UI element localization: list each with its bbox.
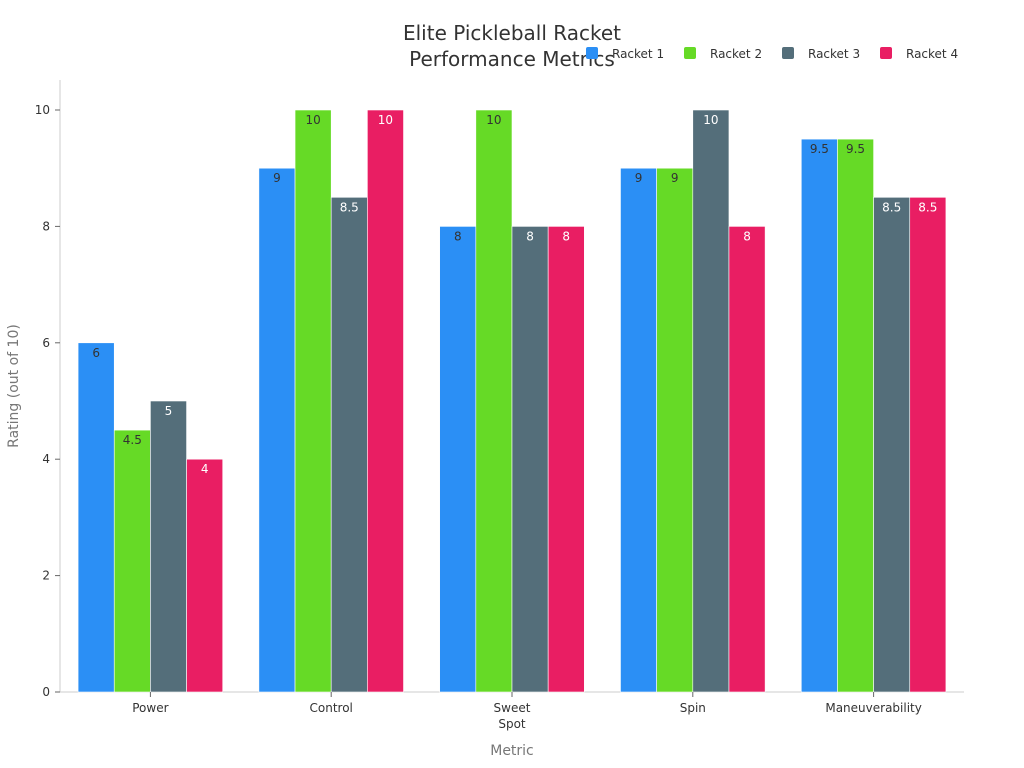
- bar-racket-3: [873, 197, 911, 693]
- bar-racket-3: [692, 109, 730, 693]
- legend-label: Racket 3: [808, 47, 860, 61]
- bar-value-label: 9: [273, 171, 281, 185]
- y-tick-label: 8: [42, 219, 50, 233]
- legend-label: Racket 2: [710, 47, 762, 61]
- legend: Racket 1 Racket 2 Racket 3 Racket 4: [586, 47, 958, 61]
- legend-swatch: [684, 47, 696, 59]
- bar-value-label: 10: [378, 113, 393, 127]
- bar-racket-2: [656, 167, 694, 693]
- bar-value-label: 9.5: [846, 142, 865, 156]
- y-tick-label: 2: [42, 569, 50, 583]
- bar-racket-3: [150, 400, 187, 693]
- y-tick-label: 4: [42, 452, 50, 466]
- bar-racket-4: [186, 458, 224, 693]
- x-tick-label: Sweet: [494, 701, 531, 715]
- bar-racket-4: [547, 226, 585, 693]
- x-tick-label: Spot: [498, 717, 526, 731]
- legend-label: Racket 4: [906, 47, 958, 61]
- legend-swatch: [880, 47, 892, 59]
- bar-value-label: 8: [562, 229, 570, 243]
- bar-value-label: 4: [201, 462, 209, 476]
- legend-swatch: [782, 47, 794, 59]
- bar-racket-1: [620, 167, 657, 693]
- bar-racket-3: [330, 197, 368, 693]
- x-tick-label: Power: [132, 701, 168, 715]
- bar-racket-2: [113, 429, 151, 693]
- bar-racket-4: [367, 109, 404, 693]
- bar-value-label: 9: [671, 171, 679, 185]
- bar-racket-1: [800, 138, 838, 693]
- bar-racket-4: [909, 197, 947, 693]
- bar-value-label: 8.5: [340, 200, 359, 214]
- y-tick-label: 0: [42, 685, 50, 699]
- x-axis-title: Metric: [490, 743, 534, 759]
- chart-title-line-2: Performance Metrics: [409, 47, 615, 71]
- bar-labels: 6 4.5 5 4 9 10 8.5 10 8 10 8 8 9 9 10 8 9.5 9.5 8.5 8.5: [92, 113, 937, 476]
- bar-racket-1: [439, 226, 477, 693]
- bar-value-label: 10: [703, 113, 718, 127]
- y-axis-ticks: 0 2 4 6 8 10: [35, 103, 60, 699]
- bar-value-label: 8: [526, 229, 534, 243]
- bar-racket-4: [728, 226, 766, 693]
- chart-title-line-1: Elite Pickleball Racket: [403, 21, 621, 45]
- bar-value-label: 9.5: [810, 142, 829, 156]
- bar-value-label: 6: [92, 346, 100, 360]
- x-tick-label: Control: [310, 701, 353, 715]
- bar-value-label: 10: [486, 113, 501, 127]
- x-tick-label: Spin: [680, 701, 706, 715]
- bar-value-label: 9: [635, 171, 643, 185]
- bar-racket-2: [837, 138, 874, 693]
- legend-label: Racket 1: [612, 47, 664, 61]
- bar-value-label: 8.5: [918, 200, 937, 214]
- bar-value-label: 4.5: [123, 433, 142, 447]
- bar-racket-1: [258, 167, 296, 693]
- bar-racket-2: [475, 109, 513, 693]
- x-axis-ticks: Power Control Sweet Spot Spin Maneuverability: [132, 692, 922, 731]
- bar-racket-2: [294, 109, 332, 693]
- x-tick-label: Maneuverability: [825, 701, 922, 715]
- y-tick-label: 6: [42, 336, 50, 350]
- bar-racket-3: [511, 226, 549, 693]
- bar-value-label: 10: [305, 113, 320, 127]
- y-axis-title: Rating (out of 10): [6, 324, 22, 448]
- legend-swatch: [586, 47, 598, 59]
- bar-value-label: 5: [165, 404, 173, 418]
- bar-value-label: 8: [743, 229, 751, 243]
- bar-racket-1: [77, 342, 115, 693]
- bars: [77, 109, 947, 693]
- bar-value-label: 8: [454, 229, 462, 243]
- bar-value-label: 8.5: [882, 200, 901, 214]
- y-tick-label: 10: [35, 103, 50, 117]
